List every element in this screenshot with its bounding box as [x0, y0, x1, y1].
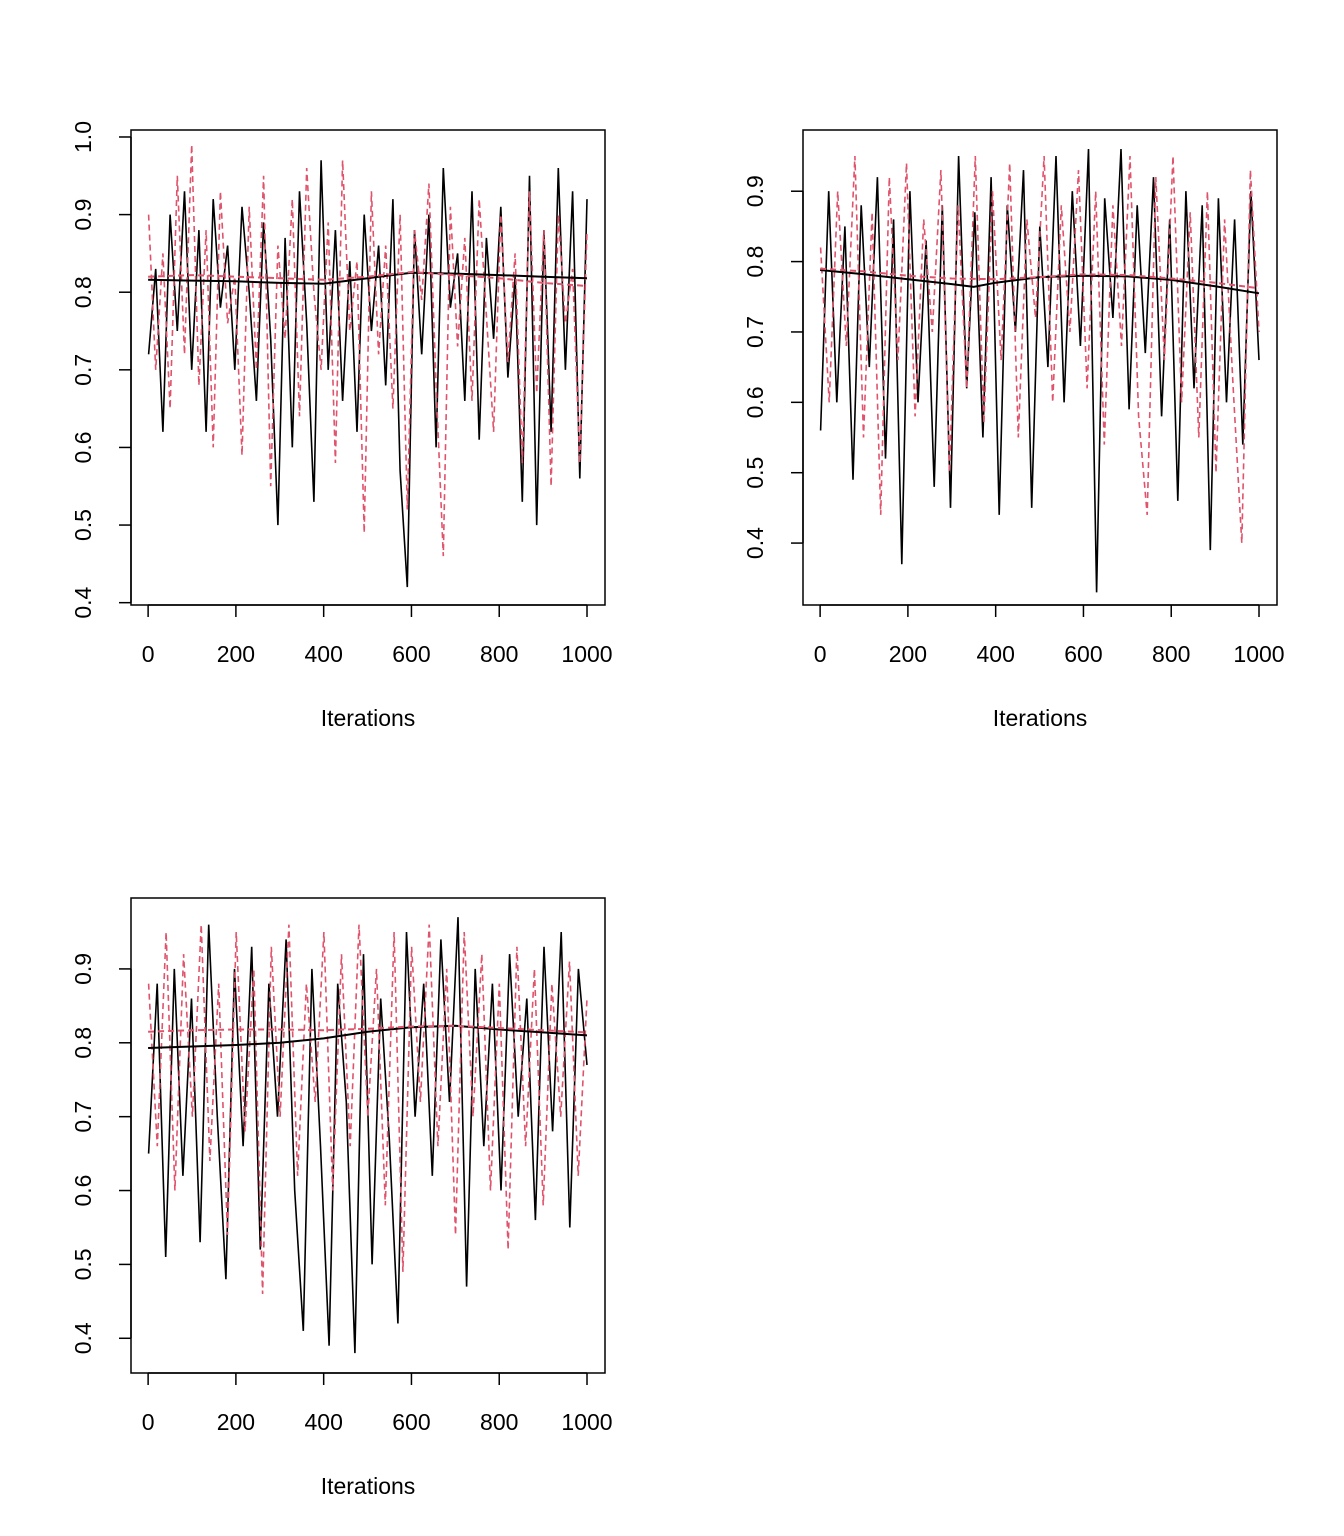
y-tick-label: 0.5 [70, 1248, 96, 1280]
x-tick-label: 0 [142, 1409, 155, 1435]
smooth-line-chain-2 [820, 267, 1260, 290]
x-tick-label: 200 [889, 641, 927, 667]
y-tick-label: 0.4 [742, 527, 768, 559]
x-tick-label: 600 [392, 1409, 430, 1435]
x-axis-title: Iterations [321, 1473, 416, 1499]
y-tick-label: 0.8 [70, 276, 96, 308]
trace-panel-2: 0 200 400 600 800 1000 0.4 0.5 0.6 0.7 0.8 0.9 Itera… [742, 129, 1285, 731]
y-tick-label: 0.5 [742, 457, 768, 489]
y-tick-label: 0.6 [70, 1175, 96, 1207]
y-tick-label: 0.4 [70, 1322, 96, 1354]
y-tick-label: 0.6 [742, 386, 768, 418]
y-tick-label: 0.4 [70, 586, 96, 618]
y-tick-label: 0.9 [70, 199, 96, 231]
trace-panel-3: 0 200 400 600 800 1000 0.4 0.5 0.6 0.7 0.8 0.9 Itera… [70, 897, 613, 1499]
trace-panel-1: 0 200 400 600 800 1000 0.4 0.5 0.6 0.7 0.8 0.9 1.0 It… [70, 121, 613, 731]
x-tick-label: 0 [814, 641, 827, 667]
x-axis-title: Iterations [993, 705, 1088, 731]
y-tick-label: 0.9 [70, 953, 96, 985]
y-tick-label: 1.0 [70, 121, 96, 153]
x-tick-label: 800 [480, 641, 518, 667]
y-tick-label: 0.8 [70, 1027, 96, 1059]
trace-line-chain-1 [819, 148, 1260, 593]
x-tick-label: 1000 [561, 1409, 612, 1435]
plot-area [819, 148, 1260, 593]
x-tick-label: 400 [304, 641, 342, 667]
x-tick-label: 1000 [561, 641, 612, 667]
smooth-line-chain-2 [148, 1024, 588, 1034]
y-tick-label: 0.6 [70, 431, 96, 463]
x-axis-title: Iterations [321, 705, 416, 731]
x-tick-label: 600 [1064, 641, 1102, 667]
smooth-line-chain-1 [148, 271, 588, 285]
x-tick-label: 400 [304, 1409, 342, 1435]
x-tick-label: 800 [1152, 641, 1190, 667]
y-tick-label: 0.7 [70, 1101, 96, 1133]
plot-area [147, 144, 588, 588]
x-tick-label: 800 [480, 1409, 518, 1435]
smooth-line-chain-2 [148, 270, 588, 287]
trace-line-chain-1 [147, 917, 588, 1354]
trace-line-chain-2 [819, 155, 1260, 544]
smooth-line-chain-1 [148, 1024, 588, 1049]
x-tick-label: 400 [976, 641, 1014, 667]
x-tick-label: 200 [217, 641, 255, 667]
x-tick-label: 200 [217, 1409, 255, 1435]
plot-area [147, 917, 588, 1354]
smooth-line-chain-1 [820, 269, 1260, 295]
y-tick-label: 0.5 [70, 509, 96, 541]
x-tick-label: 1000 [1233, 641, 1284, 667]
y-tick-label: 0.8 [742, 246, 768, 278]
trace-line-chain-1 [147, 160, 588, 588]
y-tick-label: 0.7 [742, 316, 768, 348]
x-tick-label: 0 [142, 641, 155, 667]
trace-line-chain-2 [147, 144, 588, 557]
x-tick-label: 600 [392, 641, 430, 667]
trace-line-chain-2 [147, 924, 588, 1295]
y-tick-label: 0.7 [70, 354, 96, 386]
y-tick-label: 0.9 [742, 175, 768, 207]
